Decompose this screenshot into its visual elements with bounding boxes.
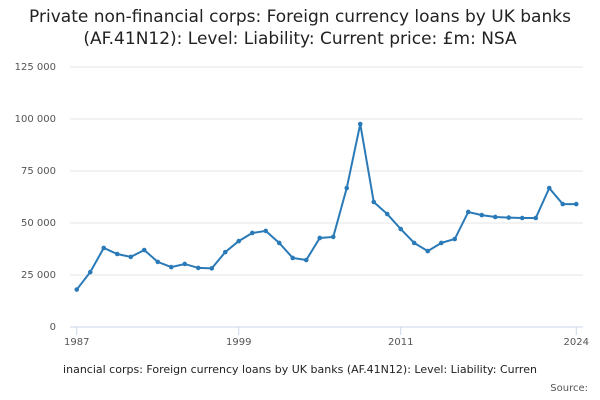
point	[573, 201, 579, 207]
point	[479, 212, 485, 218]
point	[128, 254, 134, 260]
point	[411, 240, 417, 246]
x-tick-label: 2011	[388, 337, 413, 348]
point	[263, 228, 269, 234]
caption: inancial corps: Foreign currency loans b…	[63, 363, 537, 376]
point	[533, 215, 539, 221]
point	[398, 226, 404, 232]
y-tick-label: 75 000	[21, 166, 56, 177]
point	[384, 211, 390, 217]
point	[155, 259, 161, 265]
point	[209, 266, 215, 271]
point	[249, 230, 255, 236]
point	[546, 185, 552, 191]
point	[560, 201, 566, 207]
line	[75, 123, 577, 291]
point	[114, 251, 120, 257]
point	[425, 248, 431, 254]
point	[452, 236, 458, 242]
point	[182, 261, 188, 267]
point	[74, 287, 80, 292]
x-tick-label: 1999	[226, 337, 251, 348]
point	[290, 255, 296, 261]
point	[438, 240, 444, 246]
point	[222, 249, 228, 255]
chart-title: Private non-financial corps: Foreign cur…	[29, 7, 571, 49]
point	[87, 269, 93, 275]
point	[465, 209, 471, 215]
point	[371, 199, 377, 205]
point	[236, 238, 242, 244]
y-tick-label: 100 000	[15, 114, 56, 125]
source: Source:	[550, 383, 588, 394]
point	[357, 121, 363, 127]
point	[303, 257, 309, 263]
y-tick-label: 125 000	[15, 62, 56, 73]
point	[506, 215, 512, 220]
x-tick-label: 1987	[64, 337, 89, 348]
point	[195, 265, 201, 271]
point	[276, 240, 282, 246]
y-tick-label: 25 000	[21, 270, 56, 281]
point	[519, 215, 525, 221]
point	[168, 264, 174, 270]
point	[141, 247, 147, 253]
x-tick-label: 2024	[564, 337, 589, 348]
point	[492, 214, 498, 220]
point	[317, 235, 323, 241]
point	[101, 245, 107, 251]
point	[330, 234, 336, 240]
point	[344, 185, 350, 191]
y-tick-label: 50 000	[21, 218, 56, 229]
y-tick-label: 0	[50, 322, 56, 333]
